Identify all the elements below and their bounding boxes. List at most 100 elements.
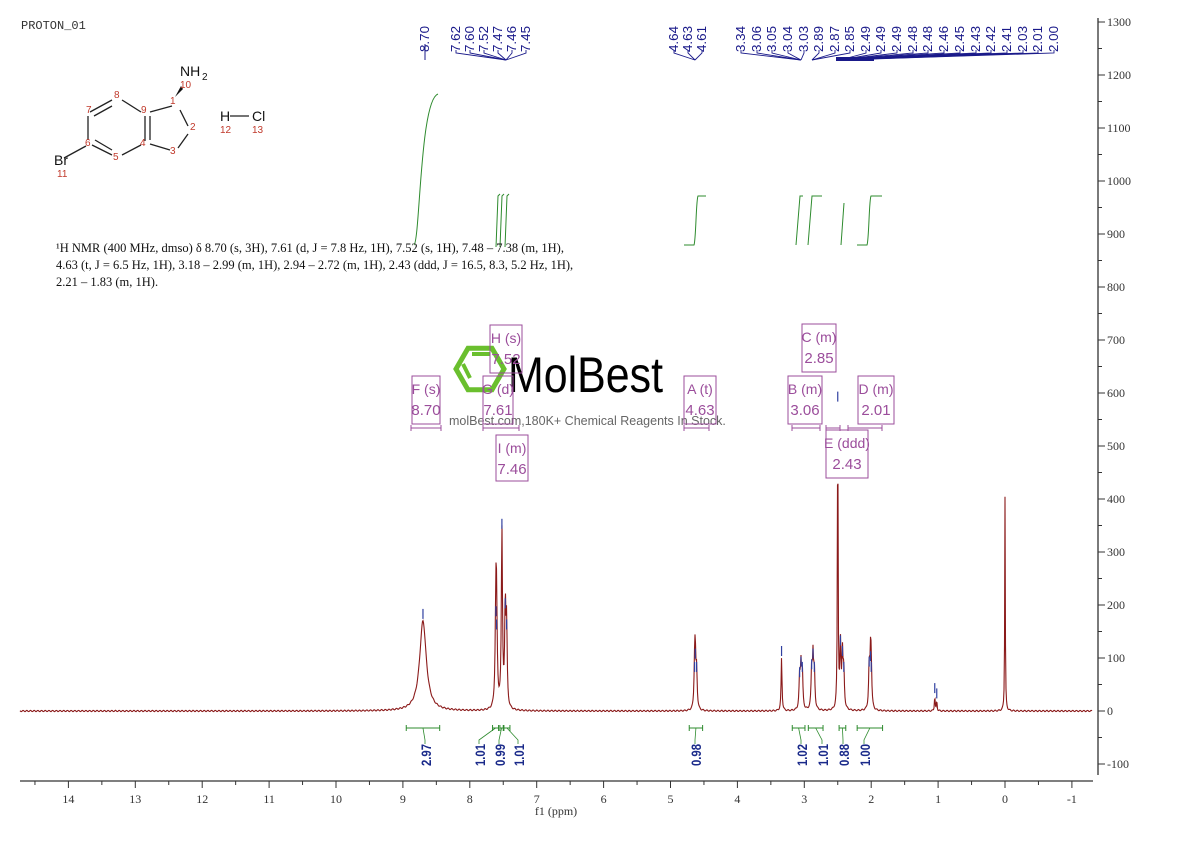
y-tick-label: 300 <box>1107 545 1125 559</box>
x-tick-label: 1 <box>935 792 941 806</box>
watermark: MolBest molBest.com,180K+ Chemical Reagen… <box>449 345 726 428</box>
multiplet-box: I (m) 7.46 <box>495 434 529 482</box>
x-tick-label: 3 <box>801 792 807 806</box>
atom-number: 10 <box>180 80 192 91</box>
integral-curves <box>413 93 882 248</box>
y-tick-label: 0 <box>1107 704 1113 718</box>
peak-label: 2.00 <box>1046 26 1061 52</box>
integral-value: 1.01 <box>511 744 527 766</box>
peak-label: 7.60 <box>462 26 477 52</box>
x-tick-label: 0 <box>1002 792 1008 806</box>
atom-number: 1 <box>170 96 176 107</box>
watermark-brand: MolBest <box>508 347 663 403</box>
peak-label: 2.46 <box>936 26 951 52</box>
peak-label: 4.64 <box>666 26 681 52</box>
peak-label: 2.48 <box>905 26 920 52</box>
x-tick-label: 4 <box>734 792 740 806</box>
integral-value: 0.98 <box>688 744 704 766</box>
multiplet-shift: 7.52 <box>491 351 520 368</box>
peak-label: 2.48 <box>920 26 935 52</box>
multiplet-shift: 7.46 <box>497 461 526 478</box>
atom-nh2: NH <box>180 63 200 79</box>
x-tick-label: 8 <box>467 792 473 806</box>
multiplet-boxes: F (s) 8.70 H (s) 7.52 G (d) 7.61 I (m) 7.46 A (t… <box>410 323 895 482</box>
atom-number: 7 <box>86 105 92 116</box>
peak-label: 2.49 <box>873 26 888 52</box>
peak-label: 7.47 <box>490 26 505 52</box>
peak-label: 8.70 <box>417 26 432 52</box>
multiplet-label: G (d) <box>482 381 514 397</box>
molbest-logo-icon <box>453 345 507 393</box>
x-tick-label: 12 <box>196 792 208 806</box>
multiplet-shift: 7.61 <box>483 402 512 419</box>
integral-value: 1.00 <box>857 744 873 766</box>
peak-label: 2.87 <box>827 26 842 52</box>
multiplet-shift: 2.85 <box>804 350 833 367</box>
x-tick-label: 9 <box>400 792 406 806</box>
x-tick-label: 10 <box>330 792 342 806</box>
svg-text:2: 2 <box>202 72 208 83</box>
peak-label: 3.03 <box>796 26 811 52</box>
peak-label: 2.01 <box>1030 26 1045 52</box>
nmr-description: ¹H NMR (400 MHz, dmso) δ 8.70 (s, 3H), 7… <box>56 240 616 291</box>
x-tick-label: 6 <box>601 792 607 806</box>
y-tick-label: 1100 <box>1107 121 1131 135</box>
y-tick-label: 1300 <box>1107 15 1131 29</box>
spectrum-title: PROTON_01 <box>21 19 86 33</box>
x-axis-label: f1 (ppm) <box>535 804 577 818</box>
multiplet-box: E (ddd) 2.43 <box>824 429 870 479</box>
atom-number: 3 <box>170 146 176 157</box>
x-tick-label: 14 <box>62 792 74 806</box>
peak-label: 2.03 <box>1015 26 1030 52</box>
atom-number: 13 <box>252 125 264 136</box>
x-tick-label: 5 <box>668 792 674 806</box>
peak-label: 7.46 <box>504 26 519 52</box>
multiplet-box: G (d) 7.61 <box>482 375 514 425</box>
peak-label: 7.62 <box>448 26 463 52</box>
atom-number: 4 <box>140 138 146 149</box>
y-tick-label: 800 <box>1107 280 1125 294</box>
spectrum-trace <box>19 483 1093 713</box>
atom-number: 5 <box>113 152 119 163</box>
peak-label: 3.06 <box>749 26 764 52</box>
peak-label: 3.34 <box>733 26 748 52</box>
multiplet-label: E (ddd) <box>824 435 870 451</box>
peak-label: 2.49 <box>858 26 873 52</box>
multiplet-shift: 8.70 <box>411 402 440 419</box>
atom-number: 12 <box>220 125 232 136</box>
integral-value: 1.01 <box>472 744 488 766</box>
multiplet-label: C (m) <box>802 329 837 345</box>
peak-label: 2.89 <box>811 26 826 52</box>
peak-label: 4.61 <box>694 26 709 52</box>
x-tick-label: 11 <box>263 792 275 806</box>
integral-bars: 2.97 1.01 0.99 1.01 0.98 1.02 1.01 0.88 1.00 <box>405 725 884 766</box>
peak-label: 2.49 <box>889 26 904 52</box>
multiplet-label: I (m) <box>498 440 527 456</box>
x-tick-label: -1 <box>1067 792 1077 806</box>
atom-cl: Cl <box>252 108 265 124</box>
atom-h: H <box>220 108 230 124</box>
peak-label: 3.04 <box>780 26 795 52</box>
peak-label: 2.43 <box>968 26 983 52</box>
atom-number: 2 <box>190 122 196 133</box>
multiplet-box: C (m) 2.85 <box>801 323 837 373</box>
description-line: 2.21 – 1.83 (m, 1H). <box>56 275 159 289</box>
y-tick-label: 600 <box>1107 386 1125 400</box>
multiplet-label: A (t) <box>687 381 713 397</box>
y-tick-label: 100 <box>1107 651 1125 665</box>
atom-number: 11 <box>57 169 68 180</box>
y-tick-label: 1200 <box>1107 68 1131 82</box>
description-line: ¹H NMR (400 MHz, dmso) δ 8.70 (s, 3H), 7… <box>56 241 564 255</box>
y-tick-label: 700 <box>1107 333 1125 347</box>
multiplet-shift: 2.43 <box>832 456 861 473</box>
multiplet-label: F (s) <box>412 381 441 397</box>
peak-label: 4.63 <box>680 26 695 52</box>
multiplet-box: B (m) 3.06 <box>787 375 823 425</box>
x-tick-label: 2 <box>868 792 874 806</box>
peak-label: 7.52 <box>476 26 491 52</box>
y-tick-label: 200 <box>1107 598 1125 612</box>
multiplet-shift: 4.63 <box>685 402 714 419</box>
multiplet-label: B (m) <box>788 381 822 397</box>
x-axis: 14 13 12 11 10 9 8 7 6 5 4 3 2 1 0 -1f1 (ppm) <box>20 780 1093 818</box>
